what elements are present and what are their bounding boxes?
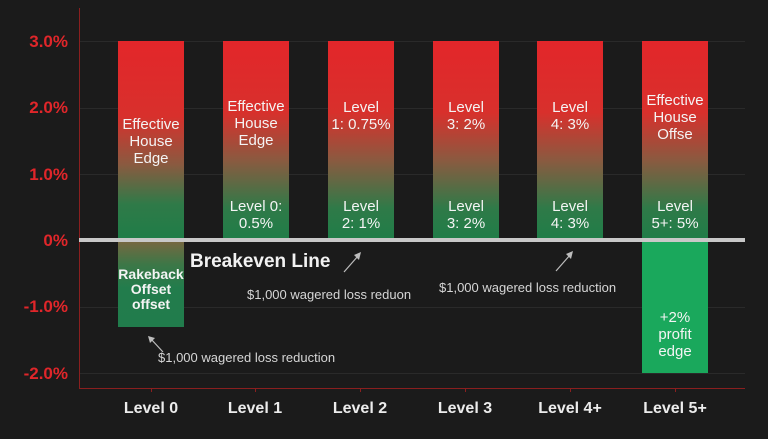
- gridline-m1: [79, 307, 745, 308]
- gridline-1: [79, 174, 745, 175]
- arrow-icon-note2: [555, 251, 573, 272]
- x-tick-mark-4: [570, 388, 571, 392]
- y-tick-m1: -1.0%: [23, 297, 68, 316]
- arrow-icon-note0: [148, 336, 164, 353]
- gridline-m2: [79, 373, 745, 374]
- x-label-level-0: Level 0: [123, 400, 179, 417]
- bar-2-upper-label: Level 1: 0.75%: [331, 99, 391, 133]
- x-label-level-5plus: Level 5+: [643, 400, 707, 417]
- bar-5-upper-label: Effective House Offse: [646, 92, 704, 143]
- bar-level-2: [328, 41, 394, 240]
- bar-1-upper-label: Effective House Edge: [227, 98, 285, 149]
- breakeven-line: [79, 238, 745, 242]
- x-tick-mark-3: [465, 388, 466, 392]
- bar-0-upper-label: Effective House Edge: [122, 116, 180, 167]
- bar-level-0-positive: [118, 41, 184, 240]
- bar-4-upper-label: Level 4: 3%: [550, 99, 590, 133]
- y-axis-line: [79, 8, 80, 388]
- bar-0-lower-label: Rakeback Offset offset: [118, 266, 184, 312]
- gridline-2: [79, 108, 745, 109]
- bar-level-5plus-positive: [642, 41, 708, 240]
- y-tick-2: 2.0%: [29, 98, 68, 117]
- breakeven-label: Breakeven Line: [190, 251, 331, 272]
- x-axis-line: [79, 388, 745, 389]
- bar-level-1: [223, 41, 289, 240]
- bar-level-3: [433, 41, 499, 240]
- bar-3-lower-label: Level 3: 2%: [446, 198, 486, 232]
- y-tick-m2: -2.0%: [23, 364, 68, 383]
- arrow-icon-note1: [343, 252, 361, 273]
- x-label-level-1: Level 1: [227, 400, 283, 417]
- x-tick-mark-5: [675, 388, 676, 392]
- annotation-note-1: $1,000 wagered loss reduon: [247, 287, 412, 302]
- bar-1-lower-label: Level 0: 0.5%: [229, 198, 283, 232]
- x-tick-mark-1: [255, 388, 256, 392]
- gridline-3: [79, 41, 745, 42]
- annotation-note-2: $1,000 wagered loss reduction: [439, 280, 617, 295]
- x-tick-mark-0: [151, 388, 152, 392]
- bar-level-4plus: [537, 41, 603, 240]
- bar-level-0-negative: [118, 240, 184, 327]
- bar-5-lower-label: Level 5+: 5%: [651, 198, 699, 232]
- bar-2-lower-label: Level 2: 1%: [341, 198, 381, 232]
- annotation-note-0: $1,000 wagered loss reduction: [158, 350, 336, 365]
- bar-3-upper-label: Level 3: 2%: [446, 99, 486, 133]
- bar-level-5plus-negative: [642, 240, 708, 373]
- x-label-level-3: Level 3: [437, 400, 493, 417]
- y-tick-1: 1.0%: [29, 165, 68, 184]
- y-tick-3: 3.0%: [29, 32, 68, 51]
- bar-5-negative-label: +2% profit edge: [658, 309, 692, 360]
- bar-4-lower-label: Level 4: 3%: [550, 198, 590, 232]
- y-tick-0: 0%: [43, 231, 68, 250]
- x-tick-mark-2: [360, 388, 361, 392]
- x-label-level-4plus: Level 4+: [538, 400, 602, 417]
- x-label-level-2: Level 2: [332, 400, 388, 417]
